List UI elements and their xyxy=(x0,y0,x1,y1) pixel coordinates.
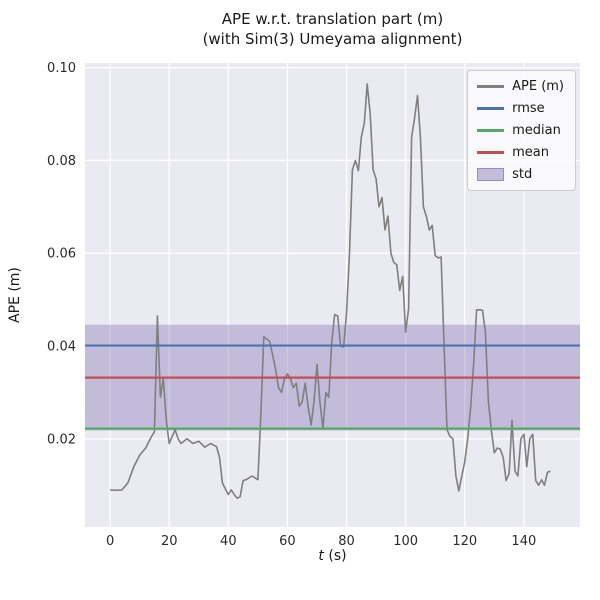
std-patch-swatch xyxy=(477,168,505,181)
median-line-swatch xyxy=(477,129,505,132)
legend-label-median: median xyxy=(512,123,561,138)
x-tick-label: 20 xyxy=(161,534,178,549)
legend-item-rmse: rmse xyxy=(477,101,564,116)
y-tick-label: 0.06 xyxy=(47,247,76,262)
x-axis-label-unit: (s) xyxy=(323,548,347,564)
x-axis-label: t (s) xyxy=(85,548,580,564)
chart-title-line1: APE w.r.t. translation part (m) xyxy=(221,10,444,28)
legend-item-mean: mean xyxy=(477,145,564,160)
legend-item-median: median xyxy=(477,123,564,138)
y-tick-label: 0.04 xyxy=(47,340,76,355)
ape-line xyxy=(110,83,551,500)
chart-title-line2: (with Sim(3) Umeyama alignment) xyxy=(202,29,463,48)
mean-line-swatch xyxy=(477,151,505,154)
legend-item-std: std xyxy=(477,167,564,182)
chart-title: APE w.r.t. translation part (m) (with Si… xyxy=(85,10,580,50)
ape-line-swatch xyxy=(477,85,505,88)
legend-label-mean: mean xyxy=(512,145,549,160)
legend-label-rmse: rmse xyxy=(512,101,545,116)
x-tick-label: 100 xyxy=(393,534,418,549)
legend-label-ape: APE (m) xyxy=(512,79,564,94)
x-tick-label: 120 xyxy=(452,534,477,549)
x-tick-label: 60 xyxy=(279,534,296,549)
x-tick-label: 0 xyxy=(106,534,114,549)
x-tick-label: 40 xyxy=(220,534,237,549)
legend-label-std: std xyxy=(512,167,533,182)
y-tick-label: 0.08 xyxy=(47,154,76,169)
y-tick-label: 0.02 xyxy=(47,432,76,447)
x-tick-label: 80 xyxy=(338,534,355,549)
legend: APE (m) rmse median mean std xyxy=(467,70,576,191)
rmse-line-swatch xyxy=(477,107,505,110)
y-tick-label: 0.10 xyxy=(47,61,76,76)
legend-item-ape: APE (m) xyxy=(477,79,564,94)
x-axis-label-variable: t xyxy=(318,548,324,564)
x-tick-label: 140 xyxy=(511,534,536,549)
